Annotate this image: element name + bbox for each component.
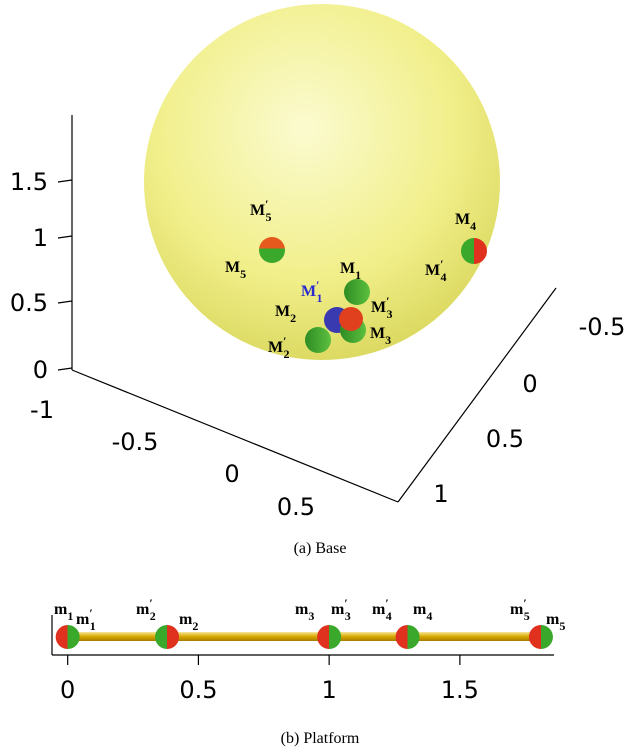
z-tick-label: 0.5 bbox=[10, 289, 48, 317]
y-tick-label: 0.5 bbox=[486, 425, 524, 453]
label-main: m bbox=[295, 601, 309, 618]
label-sub: 2 bbox=[192, 619, 198, 633]
y-tick-label: 1 bbox=[433, 480, 448, 508]
z-tick-label: 1.5 bbox=[10, 168, 48, 196]
label-sub: 2 bbox=[150, 609, 156, 623]
label-sub: 3 bbox=[385, 333, 391, 347]
caption: (b) Platform bbox=[281, 730, 360, 747]
point-label: m′4 bbox=[372, 596, 392, 623]
tick-mark bbox=[58, 236, 72, 238]
figure: 00.511.5-1-0.500.5-0.500.51 M′5M5M4M′4M1… bbox=[0, 0, 639, 753]
x-tick-label: 0 bbox=[60, 676, 75, 704]
label-main: M bbox=[301, 283, 316, 300]
label-main: m bbox=[546, 611, 560, 628]
label-main: M bbox=[425, 262, 440, 279]
label-sub: 3 bbox=[386, 307, 392, 321]
label-main: m bbox=[179, 611, 193, 628]
label-sub: 3 bbox=[345, 609, 351, 623]
label-sub: 1 bbox=[316, 291, 322, 305]
point-label: m4 bbox=[413, 601, 432, 623]
label-sub: 2 bbox=[283, 347, 289, 361]
label-main: m bbox=[54, 601, 68, 618]
point bbox=[259, 237, 285, 263]
label-prime: ′ bbox=[265, 197, 268, 211]
point-label: m′2 bbox=[136, 596, 156, 623]
label-prime: ′ bbox=[283, 334, 286, 348]
label-prime: ′ bbox=[344, 596, 347, 610]
point-label: m1 bbox=[54, 601, 73, 623]
label-sub: 3 bbox=[308, 609, 314, 623]
label-sub: 5 bbox=[265, 210, 271, 224]
point-label: m′5 bbox=[510, 596, 530, 623]
label-main: m bbox=[136, 601, 150, 618]
point bbox=[305, 327, 331, 353]
label-sub: 5 bbox=[240, 267, 246, 281]
x-tick-label: 1.5 bbox=[441, 676, 479, 704]
label-main: m bbox=[331, 601, 345, 618]
label-prime: ′ bbox=[385, 596, 388, 610]
point-label: m3 bbox=[295, 601, 314, 623]
label-sub: 4 bbox=[426, 609, 432, 623]
label-prime: ′ bbox=[316, 278, 319, 292]
label-main: M bbox=[268, 339, 283, 356]
point bbox=[155, 625, 179, 649]
x-tick-label: -0.5 bbox=[112, 428, 159, 456]
point-label: m2 bbox=[179, 611, 198, 633]
rod bbox=[67, 632, 537, 641]
label-sub: 4 bbox=[470, 219, 476, 233]
label-sub: 5 bbox=[524, 609, 530, 623]
label-main: m bbox=[76, 611, 90, 628]
tick-mark bbox=[58, 368, 72, 370]
sphere bbox=[144, 4, 500, 360]
label-sub: 1 bbox=[67, 609, 73, 623]
label-sub: 1 bbox=[355, 268, 361, 282]
label-sub: 4 bbox=[440, 270, 446, 284]
label-sub: 5 bbox=[559, 619, 565, 633]
label-main: m bbox=[510, 601, 524, 618]
x-tick-label: 0.5 bbox=[179, 676, 217, 704]
point-label: m′3 bbox=[331, 596, 351, 623]
label-prime: ′ bbox=[89, 606, 92, 620]
point-label: m′1 bbox=[76, 606, 96, 633]
label-main: m bbox=[413, 601, 427, 618]
label-sub: 1 bbox=[90, 619, 96, 633]
x-tick-label: 1 bbox=[322, 676, 337, 704]
label-prime: ′ bbox=[386, 294, 389, 308]
label-main: M bbox=[250, 202, 265, 219]
label-sub: 2 bbox=[290, 311, 296, 325]
point bbox=[344, 279, 370, 305]
point-label: M′2 bbox=[268, 334, 289, 361]
label-prime: ′ bbox=[149, 596, 152, 610]
point bbox=[339, 307, 363, 331]
label-prime: ′ bbox=[440, 257, 443, 271]
caption: (a) Base bbox=[294, 540, 347, 557]
point bbox=[529, 625, 553, 649]
tick-mark bbox=[58, 180, 72, 182]
x-tick-label: 0 bbox=[224, 460, 239, 488]
base-panel: 00.511.5-1-0.500.5-0.500.51 M′5M5M4M′4M1… bbox=[10, 4, 626, 557]
label-main: m bbox=[372, 601, 386, 618]
x-tick-label: 0.5 bbox=[277, 493, 315, 521]
label-main: M bbox=[455, 211, 470, 228]
label-main: M bbox=[225, 259, 240, 276]
label-main: M bbox=[371, 299, 386, 316]
point bbox=[461, 238, 487, 264]
label-prime: ′ bbox=[523, 596, 526, 610]
label-main: M bbox=[340, 260, 355, 277]
label-main: M bbox=[370, 325, 385, 342]
z-tick-label: 0 bbox=[33, 356, 48, 384]
z-tick-label: 1 bbox=[33, 224, 48, 252]
y-tick-label: -0.5 bbox=[579, 313, 626, 341]
y-tick-label: 0 bbox=[522, 370, 537, 398]
x-tick-label: -1 bbox=[30, 396, 54, 424]
point bbox=[56, 625, 80, 649]
point bbox=[396, 625, 420, 649]
tick-mark bbox=[58, 301, 72, 303]
point bbox=[317, 625, 341, 649]
label-main: M bbox=[275, 303, 290, 320]
label-sub: 4 bbox=[386, 609, 392, 623]
